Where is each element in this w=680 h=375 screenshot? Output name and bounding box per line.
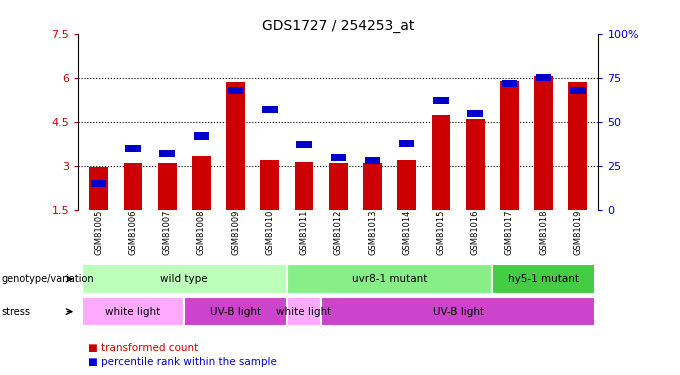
Bar xyxy=(260,160,279,210)
Bar xyxy=(397,160,416,210)
Bar xyxy=(570,87,585,94)
FancyBboxPatch shape xyxy=(492,264,595,294)
Bar xyxy=(294,162,313,210)
Text: UV-B light: UV-B light xyxy=(432,307,483,316)
Bar xyxy=(226,82,245,210)
Bar xyxy=(399,140,414,147)
Bar xyxy=(89,167,108,210)
Text: GSM81011: GSM81011 xyxy=(300,210,309,255)
Text: GSM81017: GSM81017 xyxy=(505,210,514,255)
Text: GSM81019: GSM81019 xyxy=(573,210,582,255)
Text: GSM81009: GSM81009 xyxy=(231,210,240,255)
Bar xyxy=(194,132,209,140)
Bar xyxy=(91,180,107,187)
Bar xyxy=(433,97,449,104)
Bar xyxy=(158,163,177,210)
Bar xyxy=(192,156,211,210)
Bar xyxy=(160,150,175,157)
Text: uvr8-1 mutant: uvr8-1 mutant xyxy=(352,274,427,284)
Text: GSM81016: GSM81016 xyxy=(471,210,479,255)
Bar xyxy=(296,141,311,148)
Bar xyxy=(329,163,347,210)
Text: GSM81005: GSM81005 xyxy=(95,210,103,255)
Text: GSM81014: GSM81014 xyxy=(403,210,411,255)
FancyBboxPatch shape xyxy=(184,297,287,326)
Bar xyxy=(363,163,382,210)
Bar xyxy=(536,74,551,81)
Bar xyxy=(500,81,519,210)
Bar xyxy=(502,80,517,87)
Bar xyxy=(124,163,142,210)
Title: GDS1727 / 254253_at: GDS1727 / 254253_at xyxy=(262,19,415,33)
Bar xyxy=(125,145,141,152)
Text: GSM81008: GSM81008 xyxy=(197,210,206,255)
Text: GSM81013: GSM81013 xyxy=(368,210,377,255)
Bar xyxy=(330,154,346,160)
Bar xyxy=(466,119,485,210)
Text: GSM81007: GSM81007 xyxy=(163,210,171,255)
Text: ■ transformed count: ■ transformed count xyxy=(88,343,199,353)
Text: white light: white light xyxy=(277,307,332,316)
Text: stress: stress xyxy=(1,307,31,316)
Text: white light: white light xyxy=(105,307,160,316)
Bar xyxy=(432,114,450,210)
Text: GSM81012: GSM81012 xyxy=(334,210,343,255)
Text: hy5-1 mutant: hy5-1 mutant xyxy=(508,274,579,284)
Text: GSM81010: GSM81010 xyxy=(265,210,274,255)
Bar xyxy=(534,76,553,210)
Text: genotype/variation: genotype/variation xyxy=(1,274,94,284)
FancyBboxPatch shape xyxy=(82,297,184,326)
Text: GSM81015: GSM81015 xyxy=(437,210,445,255)
Text: wild type: wild type xyxy=(160,274,208,284)
Text: GSM81006: GSM81006 xyxy=(129,210,137,255)
Bar xyxy=(262,106,277,113)
Text: UV-B light: UV-B light xyxy=(210,307,261,316)
Bar xyxy=(467,110,483,117)
FancyBboxPatch shape xyxy=(287,297,321,326)
FancyBboxPatch shape xyxy=(287,264,492,294)
FancyBboxPatch shape xyxy=(321,297,595,326)
Text: ■ percentile rank within the sample: ■ percentile rank within the sample xyxy=(88,357,277,367)
Text: GSM81018: GSM81018 xyxy=(539,210,548,255)
Bar xyxy=(365,157,380,164)
Bar xyxy=(228,87,243,94)
Bar xyxy=(568,82,588,210)
FancyBboxPatch shape xyxy=(82,264,287,294)
